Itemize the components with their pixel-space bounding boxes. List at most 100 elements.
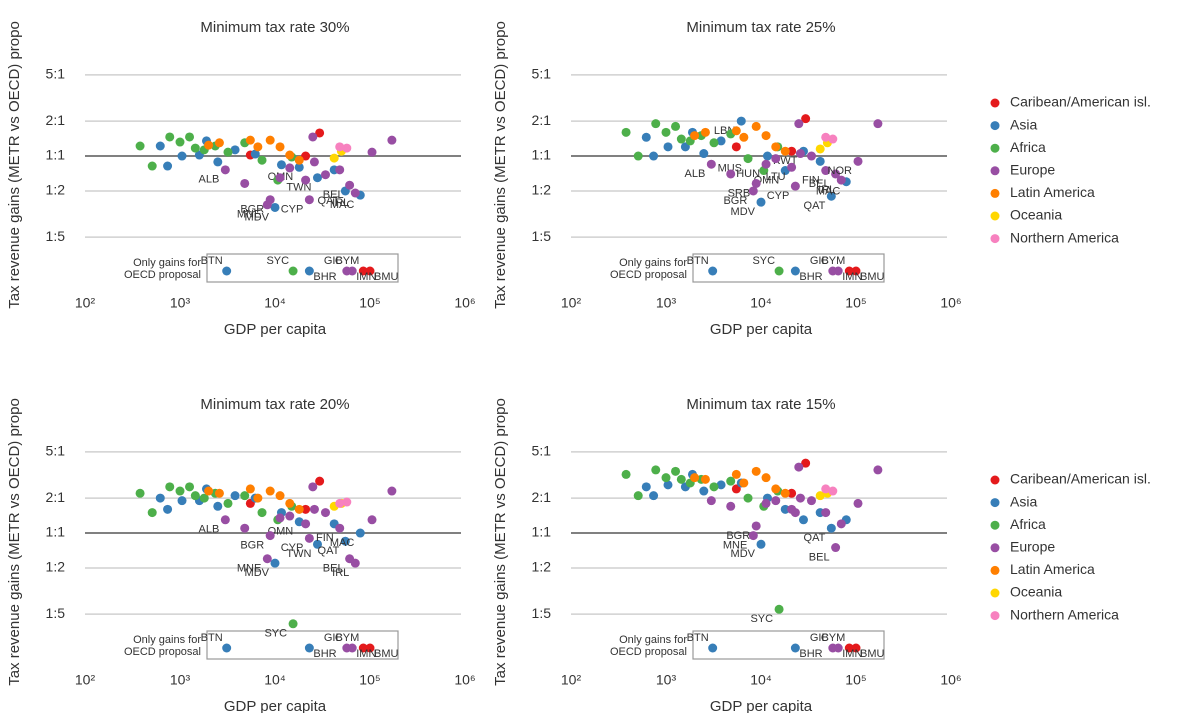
point <box>301 504 311 514</box>
oecd-only-point <box>365 643 375 653</box>
legend-marker <box>990 188 1000 198</box>
point <box>257 155 267 165</box>
point <box>761 131 771 141</box>
panel: Minimum tax rate 15% Tax revenue gains (M… <box>492 396 1151 713</box>
point <box>147 508 157 518</box>
x-tick-label: 10⁵ <box>359 672 380 688</box>
point <box>761 473 771 483</box>
point <box>367 147 377 157</box>
point-label: QAT <box>318 545 340 557</box>
point <box>873 465 883 475</box>
point-label: MDV <box>731 206 756 218</box>
point <box>751 521 761 531</box>
point <box>342 497 352 507</box>
oecd-only-point <box>347 266 357 276</box>
legend-label: Africa <box>1010 516 1046 532</box>
point-label: SYC <box>750 613 773 625</box>
point <box>806 496 816 506</box>
point <box>177 151 187 161</box>
x-tick-label: 10⁶ <box>454 672 475 688</box>
point-label: BGR <box>726 530 750 542</box>
point-label: MAC <box>816 186 841 198</box>
chart-title: Minimum tax rate 20% <box>200 396 349 413</box>
point <box>690 473 700 483</box>
point <box>790 181 800 191</box>
point <box>304 195 314 205</box>
point <box>308 132 318 142</box>
point-label: IRL <box>332 567 349 579</box>
point <box>828 486 838 496</box>
point <box>641 132 651 142</box>
point <box>223 498 233 508</box>
y-tick-label: 2:1 <box>46 112 66 128</box>
y-tick-label: 5:1 <box>46 66 66 82</box>
x-axis-label: GDP per capita <box>224 698 327 713</box>
point-label: MDV <box>245 567 270 579</box>
x-tick-label: 10⁵ <box>845 672 866 688</box>
legend-marker <box>990 475 1000 485</box>
point <box>199 493 209 503</box>
legend-label: Oceania <box>1010 584 1062 600</box>
point <box>794 119 804 129</box>
point <box>275 173 285 183</box>
point <box>250 149 260 159</box>
oecd-only-point <box>708 266 718 276</box>
oecd-only-label: SYC <box>266 255 289 267</box>
oecd-only-label: IMN <box>356 271 376 283</box>
point <box>801 114 811 124</box>
y-tick-label: 1:1 <box>532 147 552 163</box>
oecd-only-point <box>347 643 357 653</box>
oecd-only-point <box>774 266 784 276</box>
point <box>335 498 345 508</box>
point-label: LTU <box>766 171 786 183</box>
point-label: MUS <box>718 163 742 175</box>
point <box>826 191 836 201</box>
point <box>265 531 275 541</box>
point <box>806 151 816 161</box>
point-label: TWN <box>286 548 311 560</box>
chart-title: Minimum tax rate 25% <box>686 19 835 36</box>
point <box>709 138 719 148</box>
point <box>165 482 175 492</box>
legend-label: Caribean/American isl. <box>1010 94 1151 110</box>
point <box>163 161 173 171</box>
point <box>828 134 838 144</box>
point-label: TWN <box>286 182 311 194</box>
point <box>821 508 831 518</box>
oecd-only-label: CYM <box>821 255 845 267</box>
point <box>329 153 339 163</box>
x-tick-label: 10³ <box>656 295 677 311</box>
oecd-only-point <box>851 643 861 653</box>
oecd-only-label: BTN <box>687 632 709 644</box>
oecd-only-point <box>790 266 800 276</box>
point <box>220 165 230 175</box>
point <box>262 554 272 564</box>
point <box>641 482 651 492</box>
point <box>790 508 800 518</box>
x-tick-label: 10⁴ <box>264 672 286 688</box>
oecd-only-point <box>844 643 854 653</box>
point <box>240 178 250 188</box>
point <box>716 136 726 146</box>
oecd-only-label: IMN <box>356 648 376 660</box>
x-axis-label: GDP per capita <box>710 698 813 713</box>
x-tick-label: 10³ <box>170 295 191 311</box>
point <box>275 491 285 501</box>
point <box>633 491 643 501</box>
oecd-only-point <box>790 643 800 653</box>
legend-marker <box>990 588 1000 598</box>
oecd-only-label: BMU <box>374 648 399 660</box>
point <box>771 142 781 152</box>
point <box>240 491 250 501</box>
oecd-only-label: BHR <box>799 271 822 283</box>
point <box>285 163 295 173</box>
point <box>315 128 325 138</box>
point <box>761 159 771 169</box>
point <box>335 142 345 152</box>
point <box>175 137 185 147</box>
point <box>253 493 263 503</box>
x-tick-label: 10³ <box>170 672 191 688</box>
point <box>265 486 275 496</box>
point <box>853 498 863 508</box>
